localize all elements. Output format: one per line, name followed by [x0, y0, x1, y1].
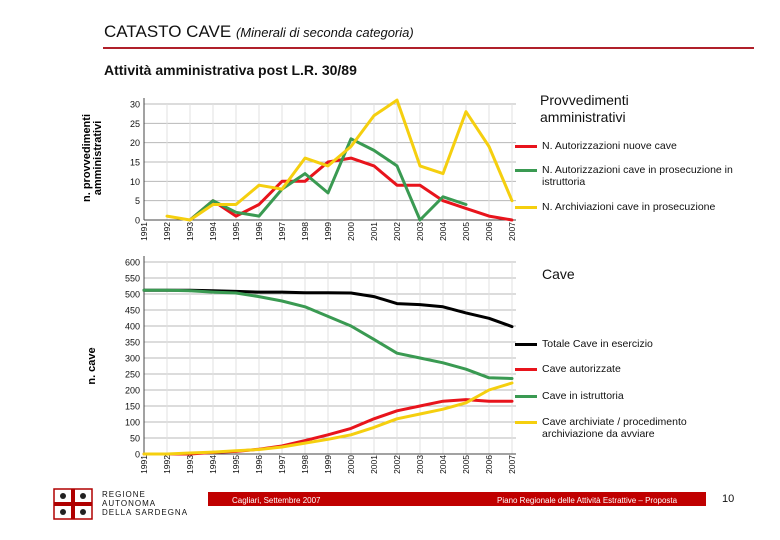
- chart1-xtick-label: 2006: [484, 222, 494, 241]
- chart1-xtick-label: 2003: [415, 222, 425, 241]
- region-logo: [52, 488, 96, 520]
- chart1-xtick-label: 1999: [323, 222, 333, 241]
- footer-date: Cagliari, Settembre 2007: [232, 496, 321, 505]
- chart2-ytick-label: 350: [125, 338, 140, 348]
- chart1-legend-label-1: N. Autorizzazioni cave in prosecuzione i…: [542, 164, 733, 188]
- chart2-ytick-label: 150: [125, 402, 140, 412]
- chart1-ytick-label: 10: [130, 177, 140, 187]
- chart2-series-line-2: [142, 288, 514, 380]
- chart2-ytick-label: 250: [125, 370, 140, 380]
- chart2-ytick-label: 450: [125, 306, 140, 316]
- chart1-xtick-label: 2002: [392, 222, 402, 241]
- chart1-xtick-label: 1994: [208, 222, 218, 241]
- page-title: CATASTO CAVE (Minerali di seconda catego…: [104, 22, 414, 42]
- footer-plan: Piano Regionale delle Attività Estrattiv…: [497, 496, 678, 505]
- chart2-legend-label-1: Cave autorizzate: [542, 363, 621, 375]
- region-coat-of-arms-icon: [53, 488, 93, 520]
- chart1-xtick-label: 2001: [369, 222, 379, 241]
- chart2-xtick-label: 1995: [231, 455, 241, 474]
- chart2-xtick-label: 1992: [162, 455, 172, 474]
- chart2-ytick-label: 300: [125, 354, 140, 364]
- chart2-xtick-label: 1991: [139, 455, 149, 474]
- chart2-legend-swatch-0: [515, 343, 537, 346]
- chart1-legend-label-0: N. Autorizzazioni nuove cave: [542, 140, 677, 152]
- chart1-legend-swatch-2: [515, 206, 537, 209]
- chart2-xtick-label: 2004: [438, 455, 448, 474]
- chart2-ytick-label: 200: [125, 386, 140, 396]
- chart1-ytick-label: 15: [130, 158, 140, 168]
- chart1-series-line-1: [188, 137, 468, 222]
- chart2-legend-label-2: Cave in istruttoria: [542, 390, 624, 402]
- chart1-series-line-2: [165, 98, 514, 222]
- region-logo-text: REGIONE AUTONOMA DELLA SARDEGNA: [102, 490, 188, 517]
- chart2-xtick-label: 2002: [392, 455, 402, 474]
- chart1-legend-swatch-1: [515, 169, 537, 172]
- chart2-legend-label-3: Cave archiviate / procedimento archiviaz…: [542, 416, 687, 440]
- chart2-xtick-label: 2007: [507, 455, 517, 474]
- chart1-legend-swatch-0: [515, 145, 537, 148]
- title-divider: [103, 47, 754, 49]
- chart2-xtick-label: 2005: [461, 455, 471, 474]
- chart1-xtick-label: 1998: [300, 222, 310, 241]
- chart1-ytick-label: 25: [130, 119, 140, 129]
- chart1-ytick-label: 0: [135, 216, 140, 226]
- chart1-ytick-label: 5: [135, 196, 140, 206]
- chart2-ytick-label: 600: [125, 258, 140, 268]
- chart1-xtick-label: 1996: [254, 222, 264, 241]
- chart2-legend-swatch-3: [515, 421, 537, 424]
- chart1-xtick-label: 2007: [507, 222, 517, 241]
- chart2-legend-label-0: Totale Cave in esercizio: [542, 338, 653, 350]
- page-title-main: CATASTO CAVE: [104, 22, 232, 41]
- chart2-ytick-label: 550: [125, 274, 140, 284]
- chart2-xtick-label: 2003: [415, 455, 425, 474]
- region-logo-line-2: AUTONOMA: [102, 499, 157, 508]
- chart1-ytick-label: 30: [130, 100, 140, 110]
- chart2-xtick-label: 2001: [369, 455, 379, 474]
- region-logo-line-3: DELLA SARDEGNA: [102, 508, 189, 517]
- chart1-legend-label-2: N. Archiviazioni cave in prosecuzione: [542, 201, 716, 213]
- chart2-xtick-label: 2000: [346, 455, 356, 474]
- page-number: 10: [722, 493, 735, 505]
- chart2-xtick-label: 1998: [300, 455, 310, 474]
- chart1-xtick-label: 1993: [185, 222, 195, 241]
- chart2-ytick-label: 0: [135, 450, 140, 460]
- chart2-xtick-label: 1993: [185, 455, 195, 474]
- chart2-ylabel: n. cave: [86, 336, 98, 396]
- chart2-legend-swatch-1: [515, 368, 537, 371]
- chart2-legend-swatch-2: [515, 395, 537, 398]
- chart2-xtick-label: 1994: [208, 455, 218, 474]
- chart1-xtick-label: 2000: [346, 222, 356, 241]
- chart2-ytick-label: 400: [125, 322, 140, 332]
- page-subtitle: Attività amministrativa post L.R. 30/89: [104, 62, 357, 78]
- chart2-xtick-label: 2006: [484, 455, 494, 474]
- chart2-xtick-label: 1999: [323, 455, 333, 474]
- chart2-ylabel-text: n. cave: [86, 347, 98, 385]
- region-logo-line-1: REGIONE: [102, 490, 146, 499]
- chart1-xtick-label: 2005: [461, 222, 471, 241]
- footer-bar: [208, 492, 706, 506]
- chart1-xtick-label: 1992: [162, 222, 172, 241]
- chart1-xtick-label: 1991: [139, 222, 149, 241]
- page-title-sub: (Minerali di seconda categoria): [235, 25, 414, 40]
- chart2-ytick-label: 50: [130, 434, 140, 444]
- chart2-xtick-label: 1997: [277, 455, 287, 474]
- chart2-xtick-label: 1996: [254, 455, 264, 474]
- chart1-ytick-label: 20: [130, 138, 140, 148]
- chart2-title: Cave: [542, 266, 575, 282]
- chart1-xtick-label: 1997: [277, 222, 287, 241]
- chart1-xtick-label: 1995: [231, 222, 241, 241]
- chart1-xtick-label: 2004: [438, 222, 448, 241]
- chart2-series-line-3: [142, 381, 514, 456]
- chart2-ytick-label: 100: [125, 418, 140, 428]
- chart1-title: Provvedimenti amministrativi: [540, 92, 629, 125]
- chart2-ytick-label: 500: [125, 290, 140, 300]
